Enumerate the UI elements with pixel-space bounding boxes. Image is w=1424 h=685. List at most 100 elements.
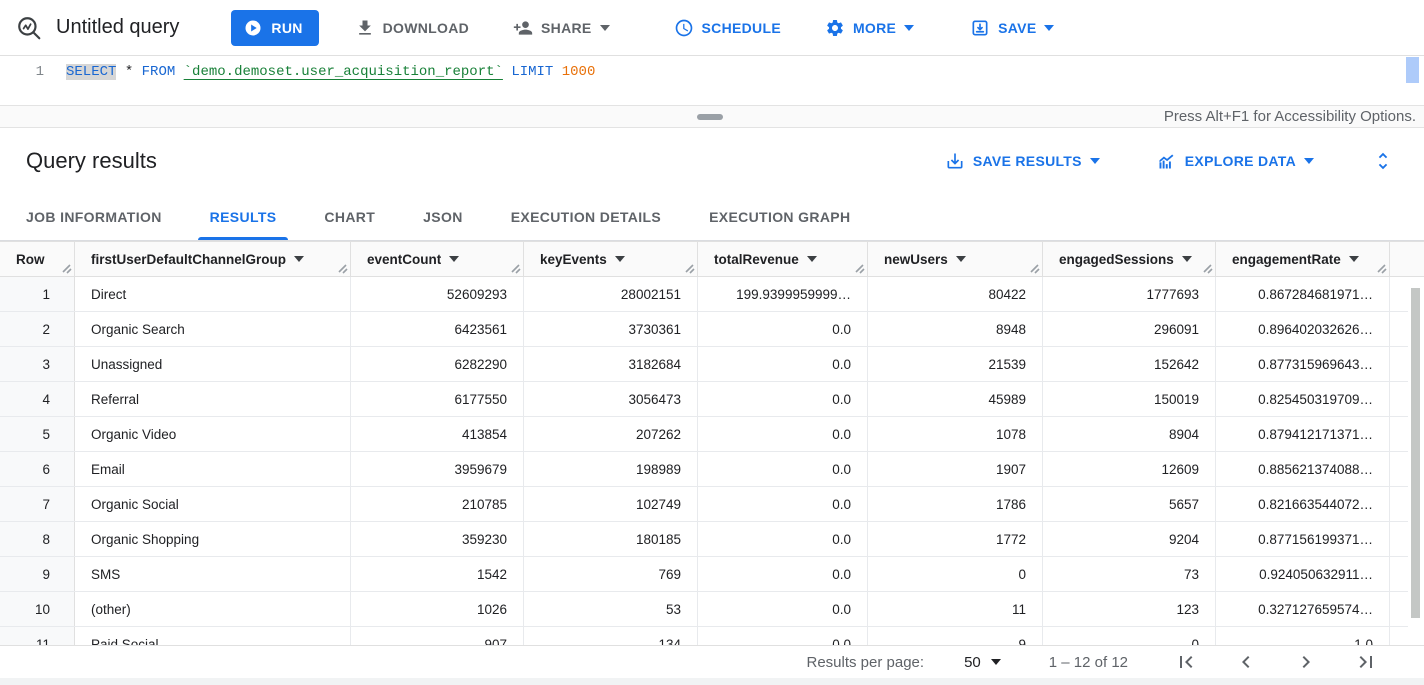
chevron-right-icon	[1302, 656, 1310, 668]
cell-totalrevenue: 0.0	[698, 627, 868, 645]
cell-engagementrate: 0.877315969643…	[1216, 347, 1390, 381]
column-menu-icon[interactable]	[294, 256, 305, 262]
table-row: 4 Referral 6177550 3056473 0.0 45989 150019 0.8…	[0, 382, 1424, 417]
column-resize-grip-icon[interactable]	[684, 263, 695, 274]
tab-execution-details[interactable]: EXECUTION DETAILS	[510, 209, 662, 225]
chevron-down-icon	[599, 24, 610, 31]
tab-json[interactable]: JSON	[423, 209, 463, 225]
column-menu-icon[interactable]	[449, 256, 460, 262]
cell-engagementrate: 0.924050632911…	[1216, 557, 1390, 591]
column-resize-grip-icon[interactable]	[337, 263, 348, 274]
cell-engagedsessions: 73	[1043, 557, 1216, 591]
cell-totalrevenue: 0.0	[698, 347, 868, 381]
table-body: 1 Direct 52609293 28002151 199.9399959999… 80…	[0, 277, 1424, 645]
editor-scrollbar-thumb[interactable]	[1406, 57, 1419, 83]
tab-chart[interactable]: CHART	[324, 209, 376, 225]
sql-token: `demo.demoset.user_acquisition_report`	[183, 64, 503, 80]
cell-keyevents: 53	[524, 592, 698, 626]
cell-newusers: 8948	[868, 312, 1043, 346]
column-header-firstuserdefaultchannelgroup[interactable]: firstUserDefaultChannelGroup	[75, 242, 351, 276]
column-menu-icon[interactable]	[614, 256, 625, 262]
table-row: 11 Paid Social 907 134 0.0 9 0 1.0	[0, 627, 1424, 645]
column-header-eventcount[interactable]: eventCount	[351, 242, 524, 276]
page-range-label: 1 – 12 of 12	[1048, 653, 1128, 671]
column-resize-grip-icon[interactable]	[854, 263, 865, 274]
row-number-cell: 1	[0, 277, 75, 311]
save-results-button[interactable]: SAVE RESULTS	[937, 143, 1108, 179]
cell-firstuserdefaultchannelgroup: Referral	[75, 382, 351, 416]
column-resize-grip-icon[interactable]	[1376, 263, 1387, 274]
sql-token: *	[116, 64, 142, 80]
cell-keyevents: 134	[524, 627, 698, 645]
sql-editor[interactable]: 1 SELECT * FROM `demo.demoset.user_acqui…	[0, 56, 1424, 105]
panel-resize-handle[interactable]	[697, 114, 723, 120]
column-resize-grip-icon[interactable]	[61, 263, 72, 274]
column-menu-icon[interactable]	[1181, 256, 1192, 262]
line-number: 1	[35, 64, 44, 80]
share-button[interactable]: SHARE	[505, 10, 618, 46]
cell-engagementrate: 0.879412171371…	[1216, 417, 1390, 451]
cell-keyevents: 3056473	[524, 382, 698, 416]
cell-engagementrate: 1.0	[1216, 627, 1390, 645]
download-button[interactable]: DOWNLOAD	[347, 10, 477, 46]
previous-page-button[interactable]	[1232, 648, 1260, 676]
column-header-engagementrate[interactable]: engagementRate	[1216, 242, 1390, 276]
cell-eventcount: 52609293	[351, 277, 524, 311]
tab-job-information[interactable]: JOB INFORMATION	[26, 209, 162, 225]
cell-eventcount: 6177550	[351, 382, 524, 416]
cell-firstuserdefaultchannelgroup: Paid Social	[75, 627, 351, 645]
cell-newusers: 1078	[868, 417, 1043, 451]
schedule-button[interactable]: SCHEDULE	[666, 10, 789, 46]
column-menu-icon[interactable]	[806, 256, 817, 262]
first-page-button[interactable]	[1172, 648, 1200, 676]
run-button[interactable]: RUN	[231, 9, 319, 46]
cell-totalrevenue: 0.0	[698, 452, 868, 486]
column-header-keyevents[interactable]: keyEvents	[524, 242, 698, 276]
column-resize-grip-icon[interactable]	[1202, 263, 1213, 274]
table-row: 8 Organic Shopping 359230 180185 0.0 1772 9204…	[0, 522, 1424, 557]
pagination-bar: Results per page: 50 1 – 12 of 12	[0, 645, 1424, 678]
sql-code-line[interactable]: SELECT * FROM `demo.demoset.user_acquisi…	[56, 56, 595, 105]
column-menu-icon[interactable]	[955, 256, 966, 262]
cell-engagedsessions: 123	[1043, 592, 1216, 626]
save-button[interactable]: SAVE	[962, 10, 1062, 46]
chevron-down-icon	[990, 659, 1001, 665]
table-row: 3 Unassigned 6282290 3182684 0.0 21539 152642 0…	[0, 347, 1424, 382]
row-number-cell: 6	[0, 452, 75, 486]
column-header-label: keyEvents	[540, 251, 607, 267]
tab-results[interactable]: RESULTS	[186, 194, 301, 240]
cell-newusers: 9	[868, 627, 1043, 645]
column-header-label: engagedSessions	[1059, 251, 1174, 267]
cell-engagedsessions: 12609	[1043, 452, 1216, 486]
cell-totalrevenue: 0.0	[698, 522, 868, 556]
results-scrollbar-thumb[interactable]	[1411, 288, 1420, 618]
more-button[interactable]: MORE	[817, 10, 922, 46]
column-resize-grip-icon[interactable]	[1029, 263, 1040, 274]
row-number-cell: 9	[0, 557, 75, 591]
expand-collapse-panel-button[interactable]	[1368, 146, 1398, 176]
column-header-label: eventCount	[367, 251, 442, 267]
cell-firstuserdefaultchannelgroup: Direct	[75, 277, 351, 311]
column-header-totalrevenue[interactable]: totalRevenue	[698, 242, 868, 276]
table-header-row: Row firstUserDefaultChannelGroup eventCoun…	[0, 241, 1424, 277]
cell-eventcount: 3959679	[351, 452, 524, 486]
column-header-newusers[interactable]: newUsers	[868, 242, 1043, 276]
cell-newusers: 80422	[868, 277, 1043, 311]
cell-firstuserdefaultchannelgroup: Email	[75, 452, 351, 486]
column-menu-icon[interactable]	[1348, 256, 1359, 262]
column-header-engagedsessions[interactable]: engagedSessions	[1043, 242, 1216, 276]
column-header-label: Row	[16, 251, 45, 267]
next-page-button[interactable]	[1292, 648, 1320, 676]
last-page-button[interactable]	[1352, 648, 1380, 676]
person-add-icon	[513, 18, 533, 38]
tab-execution-graph[interactable]: EXECUTION GRAPH	[709, 209, 851, 225]
explore-data-button[interactable]: EXPLORE DATA	[1148, 143, 1322, 179]
explore-data-chart-icon	[1156, 151, 1177, 172]
page-size-select[interactable]: 50	[964, 654, 1001, 671]
column-resize-grip-icon[interactable]	[510, 263, 521, 274]
results-scrollbar-track[interactable]	[1408, 278, 1424, 645]
cell-engagedsessions: 150019	[1043, 382, 1216, 416]
cell-keyevents: 3730361	[524, 312, 698, 346]
column-header-label: newUsers	[884, 251, 948, 267]
cell-engagedsessions: 5657	[1043, 487, 1216, 521]
